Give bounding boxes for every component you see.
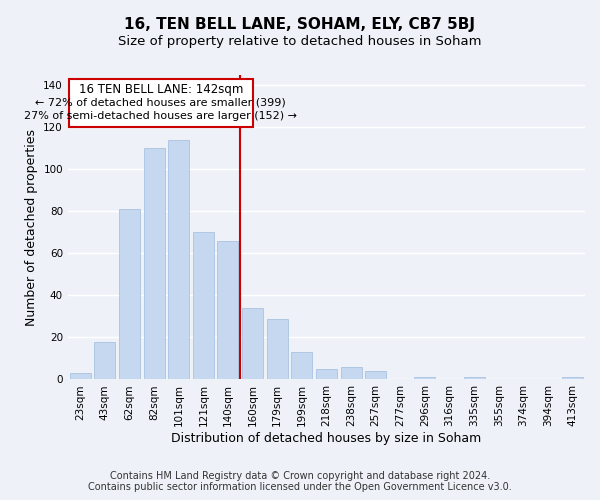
Bar <box>365 371 386 380</box>
Bar <box>94 342 115 380</box>
Text: Contains public sector information licensed under the Open Government Licence v3: Contains public sector information licen… <box>88 482 512 492</box>
Bar <box>562 378 583 380</box>
Bar <box>217 241 238 380</box>
Bar <box>143 148 164 380</box>
Text: 27% of semi-detached houses are larger (152) →: 27% of semi-detached houses are larger (… <box>25 110 298 120</box>
Y-axis label: Number of detached properties: Number of detached properties <box>25 128 38 326</box>
Bar <box>70 373 91 380</box>
Bar <box>168 140 189 380</box>
Text: ← 72% of detached houses are smaller (399): ← 72% of detached houses are smaller (39… <box>35 97 286 107</box>
Text: Contains HM Land Registry data © Crown copyright and database right 2024.: Contains HM Land Registry data © Crown c… <box>110 471 490 481</box>
X-axis label: Distribution of detached houses by size in Soham: Distribution of detached houses by size … <box>172 432 482 445</box>
FancyBboxPatch shape <box>69 79 253 128</box>
Bar <box>193 232 214 380</box>
Text: 16, TEN BELL LANE, SOHAM, ELY, CB7 5BJ: 16, TEN BELL LANE, SOHAM, ELY, CB7 5BJ <box>125 18 476 32</box>
Bar <box>119 210 140 380</box>
Bar <box>415 378 436 380</box>
Text: Size of property relative to detached houses in Soham: Size of property relative to detached ho… <box>118 35 482 48</box>
Text: 16 TEN BELL LANE: 142sqm: 16 TEN BELL LANE: 142sqm <box>79 84 243 96</box>
Bar <box>316 369 337 380</box>
Bar <box>292 352 312 380</box>
Bar <box>267 318 287 380</box>
Bar <box>341 367 362 380</box>
Bar <box>464 378 485 380</box>
Bar <box>242 308 263 380</box>
